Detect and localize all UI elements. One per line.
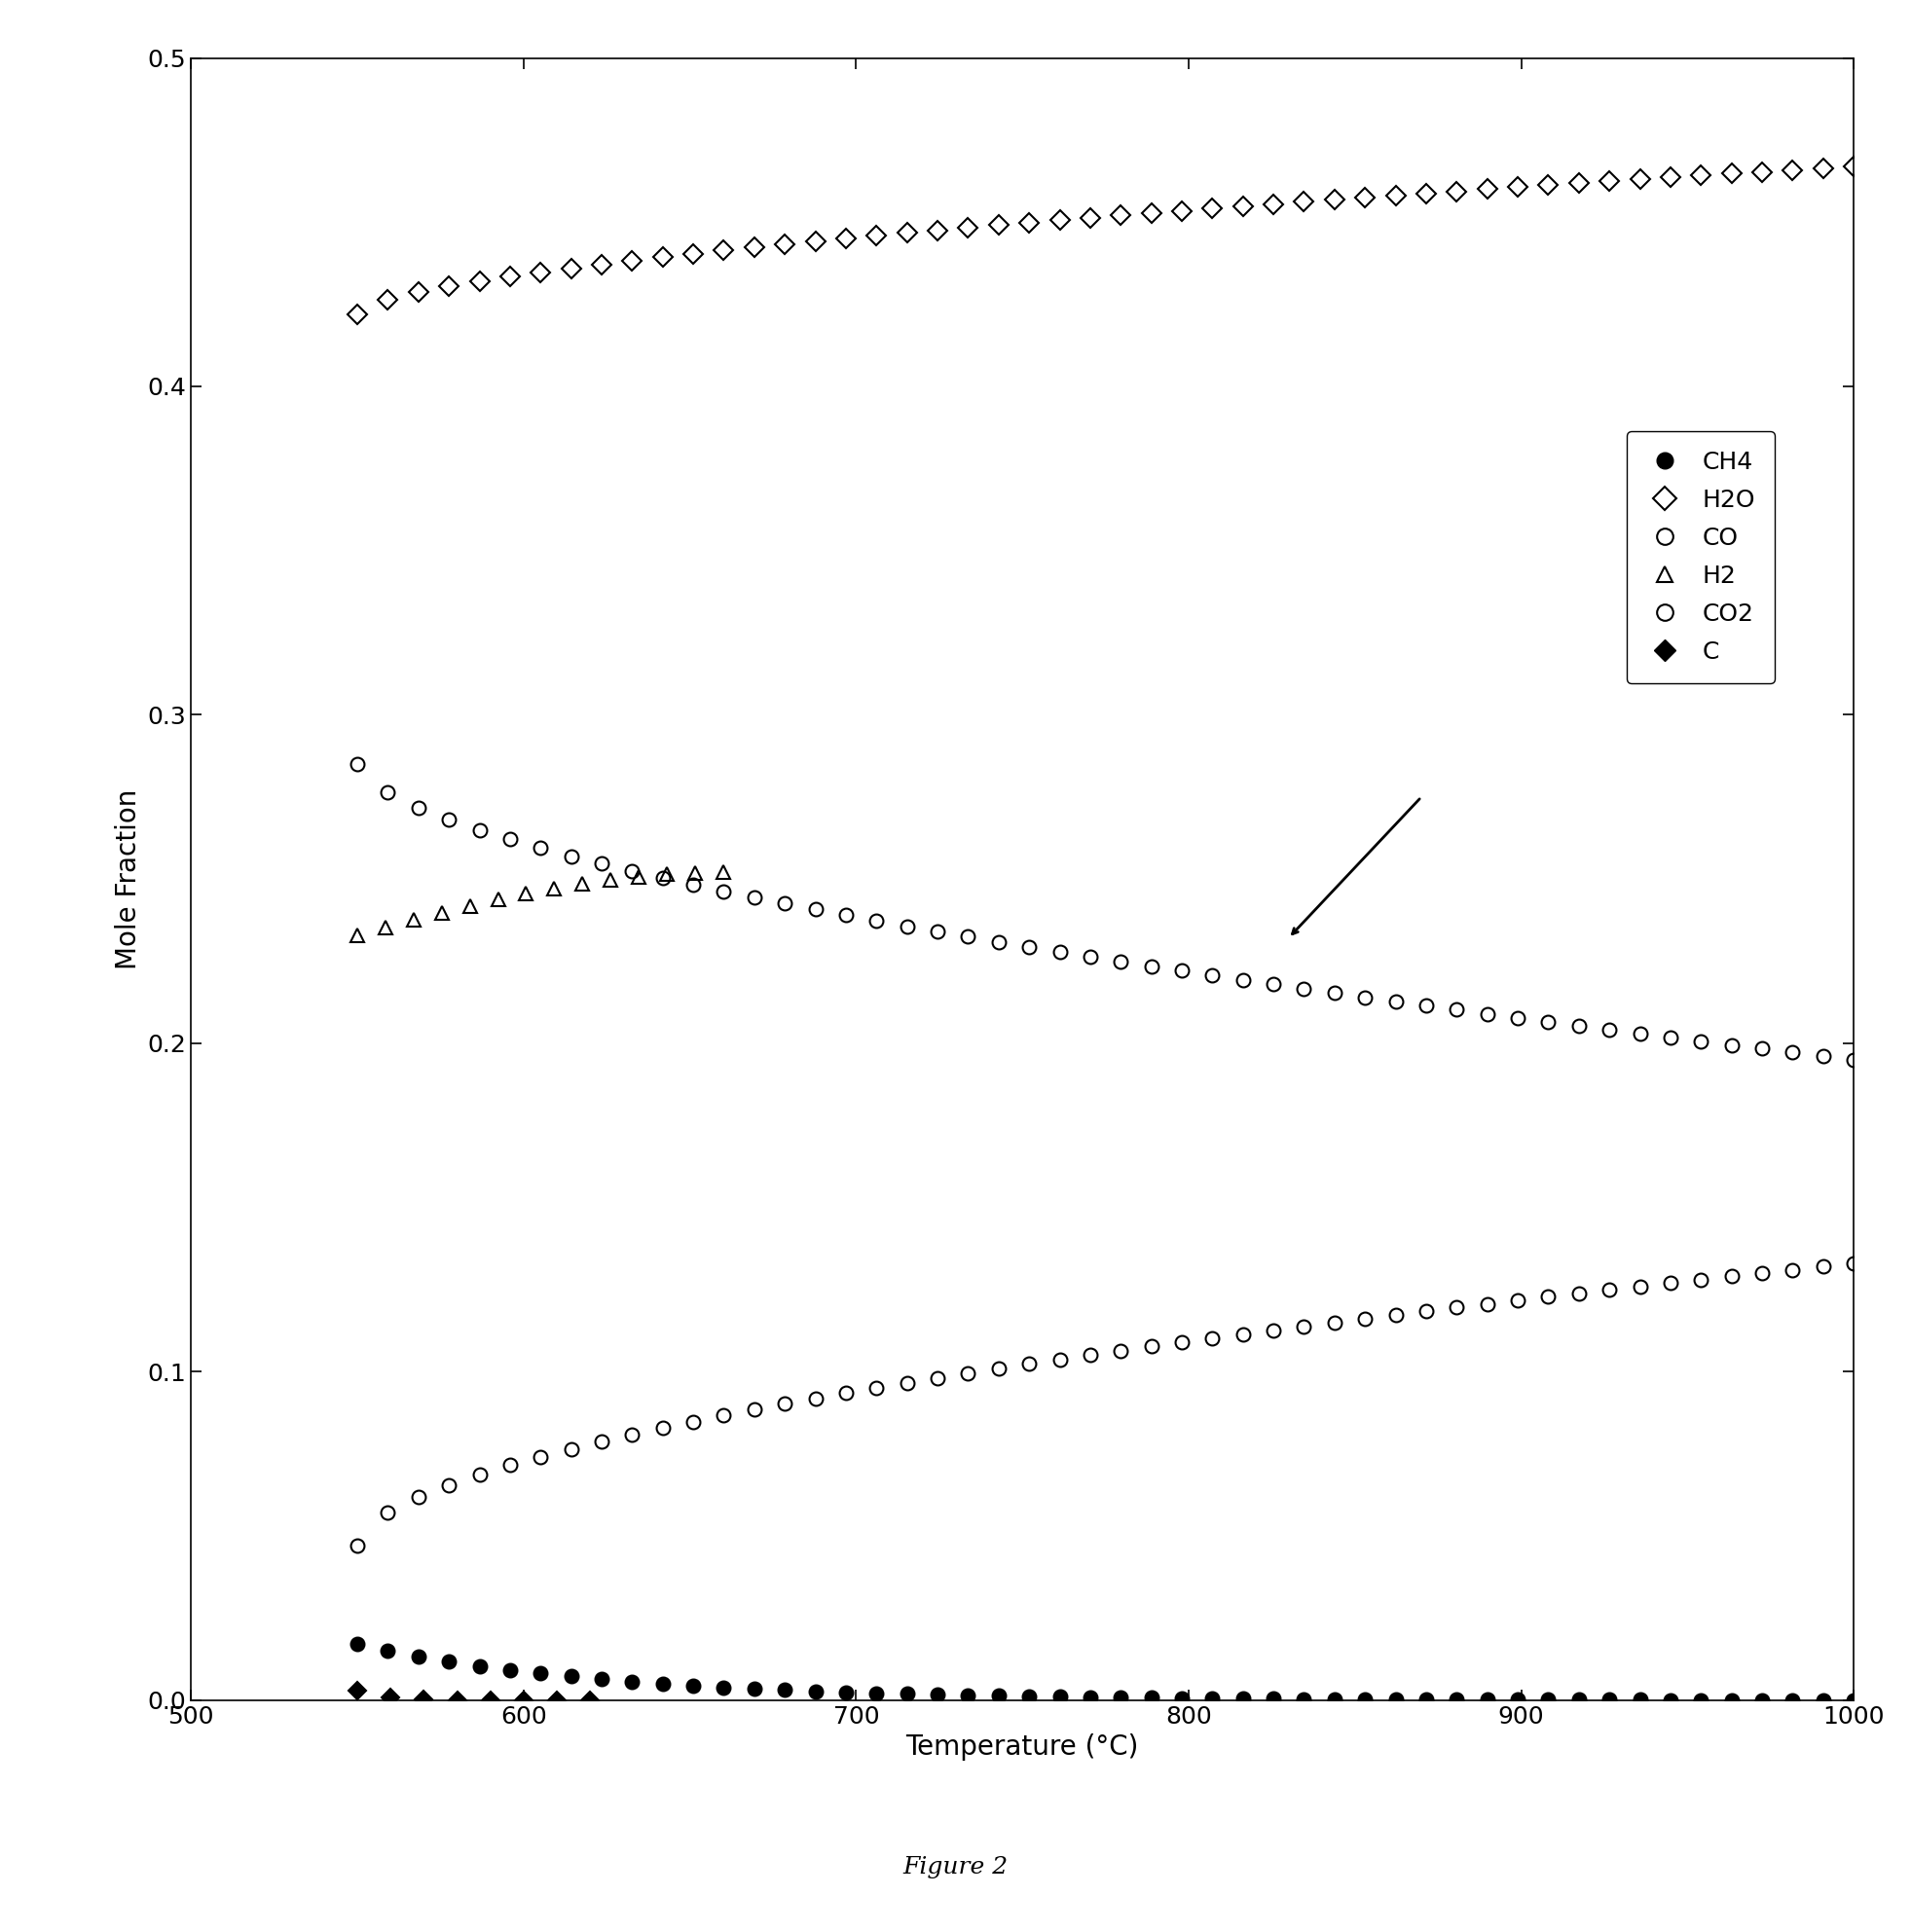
Y-axis label: Mole Fraction: Mole Fraction [115,788,141,970]
X-axis label: Temperature (°C): Temperature (°C) [906,1733,1139,1760]
Text: Figure 2: Figure 2 [902,1857,1009,1880]
Legend: CH4, H2O, CO, H2, CO2, C: CH4, H2O, CO, H2, CO2, C [1626,431,1775,684]
